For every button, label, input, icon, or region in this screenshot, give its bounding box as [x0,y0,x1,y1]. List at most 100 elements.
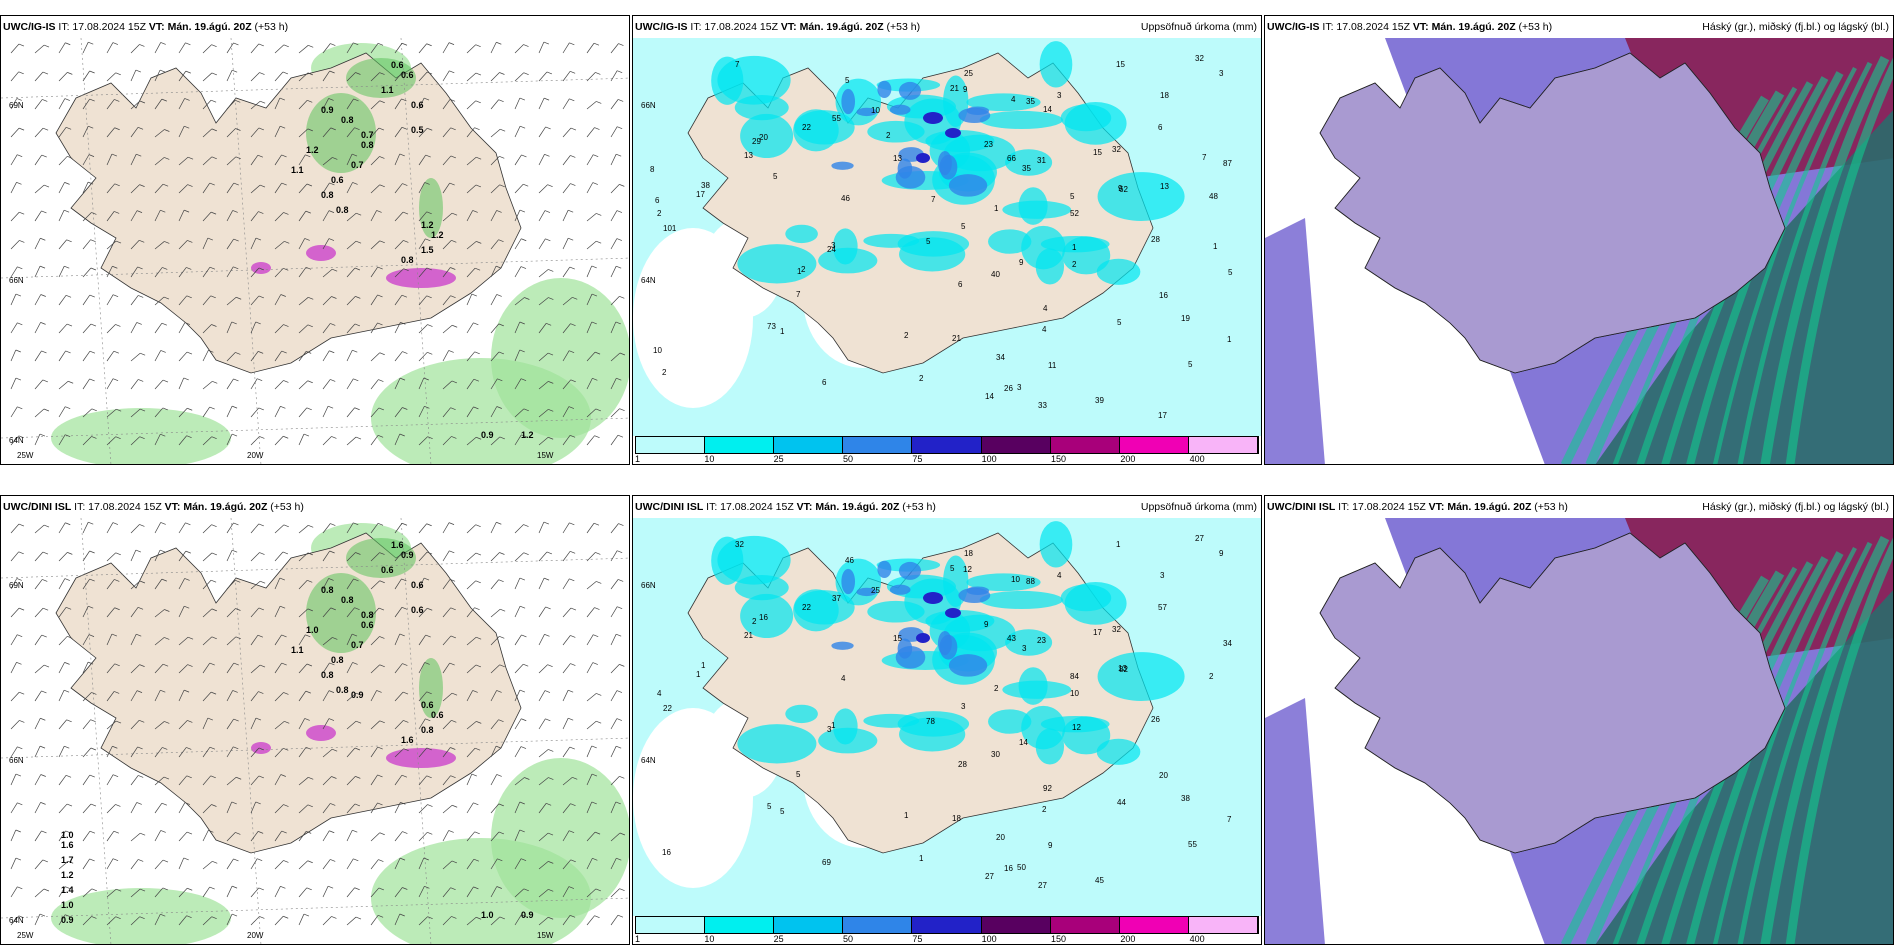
precip-value-label: 3 [827,725,832,734]
precip-value-label: 9 [984,620,989,629]
precip-value-label: 46 [845,556,854,565]
precip-value-label: 0.9 [401,550,414,560]
precip-value-label: 25 [871,586,880,595]
panel-header: UWC/DINI ISL IT: 17.08.2024 15Z VT: Mán.… [1,496,629,518]
precip-value-label: 92 [1043,784,1052,793]
colorbar-segment [1119,437,1189,453]
precip-value-label: 4 [1057,571,1062,580]
colorbar-segment [912,917,982,933]
precip-value-label: 5 [950,564,955,573]
axis-label: 25W [17,451,34,460]
precip-value-label: 2 [919,374,924,383]
precip-value-label: 1.7 [61,855,74,865]
precip-value-label: 13 [893,154,902,163]
precip-value-label: 28 [958,760,967,769]
precip-value-label: 11 [1048,361,1057,370]
panel-subtitle: Háský (gr.), miðský (fj.bl.) og lágský (… [1702,501,1889,513]
precip-value-label: 7 [1227,815,1232,824]
precip-value-label: 1.6 [61,840,74,850]
precip-value-label: 0.8 [336,205,349,215]
valid-time: VT: Mán. 19.ágú. 20Z [796,501,900,513]
precip-value-label: 14 [1019,738,1028,747]
precip-value-label: 0.8 [341,595,354,605]
precip-value-label: 39 [1095,396,1104,405]
precip-value-label: 0.6 [361,620,374,630]
precip-value-label: 18 [1160,91,1169,100]
colorbar-tick: 400 [1189,934,1205,944]
precip-value-label: 12 [1072,723,1081,732]
precip-value-label: 15 [893,634,902,643]
precip-value-label: 1 [1213,242,1218,251]
axis-label: 64N [641,276,656,285]
precip-value-label: 44 [1117,798,1126,807]
precip-value-label: 1 [904,811,909,820]
valid-time: VT: Mán. 19.ágú. 20Z [1412,21,1516,33]
precip-value-label: 0.8 [336,685,349,695]
precip-value-label: 55 [832,114,841,123]
precip-value-label: 21 [950,84,959,93]
precip-value-label: 88 [1026,577,1035,586]
valid-time: VT: Mán. 19.ágú. 20Z [1428,501,1532,513]
graticule [1,38,629,464]
precip-value-label: 3 [1219,69,1224,78]
precip-value-label: 2 [1209,672,1214,681]
colorbar-strip [635,436,1259,454]
precip-value-label: 27 [1195,534,1204,543]
model-name: UWC/IG-IS [635,21,688,33]
precip-value-label: 8 [650,165,655,174]
lead-time: (+53 h) [1518,21,1553,33]
colorbar-segment [1188,437,1258,453]
precip-value-label: 6 [655,196,660,205]
colorbar-tick: 200 [1120,934,1136,944]
precip-value-label: 0.9 [351,690,364,700]
colorbar-tick: 75 [912,454,923,464]
valid-time: VT: Mán. 19.ágú. 20Z [164,501,268,513]
lead-time: (+53 h) [886,21,921,33]
precip-value-label: 0.8 [401,255,414,265]
precip-value-label: 2 [904,331,909,340]
colorbar-tick: 75 [912,934,923,944]
precip-value-label: 33 [1038,401,1047,410]
precip-value-label: 66 [1007,154,1016,163]
precip-value-label: 1.2 [521,430,534,440]
precip-value-label: 20 [759,133,768,142]
init-time: IT: 17.08.2024 15Z [690,21,778,33]
precip-value-label: 2 [886,131,891,140]
axis-label: 66N [641,101,656,110]
precip-value-label: 35 [1022,164,1031,173]
panel-subtitle: Uppsöfnuð úrkoma (mm) [1140,21,1257,33]
precip-value-label: 30 [991,750,1000,759]
precip-value-label: 6 [1158,123,1163,132]
precip-value-label: 78 [926,717,935,726]
precip-value-label: 3 [1017,383,1022,392]
panel-precip-dini: UWC/DINI ISL IT: 17.08.2024 15Z VT: Mán.… [632,495,1262,945]
precip-value-label: 84 [1070,672,1079,681]
precip-value-label: 28 [1151,235,1160,244]
precip-value-label: 5 [1228,268,1233,277]
colorbar-tick: 50 [843,934,854,944]
precip-value-label: 14 [985,392,994,401]
wind-barbs [10,521,626,926]
precip-value-label: 1.2 [61,870,74,880]
precip-value-label: 2 [801,265,806,274]
precip-value-label: 1.0 [61,900,74,910]
precip-value-label: 57 [1158,603,1167,612]
precip-value-label: 7 [1202,153,1207,162]
colorbar-tick: 50 [843,454,854,464]
precip-value-label: 1.2 [431,230,444,240]
model-name: UWC/DINI ISL [1267,501,1336,513]
precip-value-label: 0.8 [331,655,344,665]
axis-label: 25W [17,931,34,940]
precip-value-label: 4 [1042,325,1047,334]
precip-value-label: 1.1 [291,645,304,655]
precip-value-label: 17 [1158,411,1167,420]
panel-header: UWC/IG-IS IT: 17.08.2024 15Z VT: Mán. 19… [1265,16,1893,38]
axis-label: 20W [247,451,264,460]
precip-value-label: 38 [1181,794,1190,803]
precip-value-label: 18 [964,549,973,558]
precip-value-label: 16 [1159,291,1168,300]
axis-label: 69N [9,581,24,590]
precip-value-label: 32 [1195,54,1204,63]
colorbar-tick: 25 [773,454,784,464]
precip-value-label: 0.9 [61,915,74,925]
